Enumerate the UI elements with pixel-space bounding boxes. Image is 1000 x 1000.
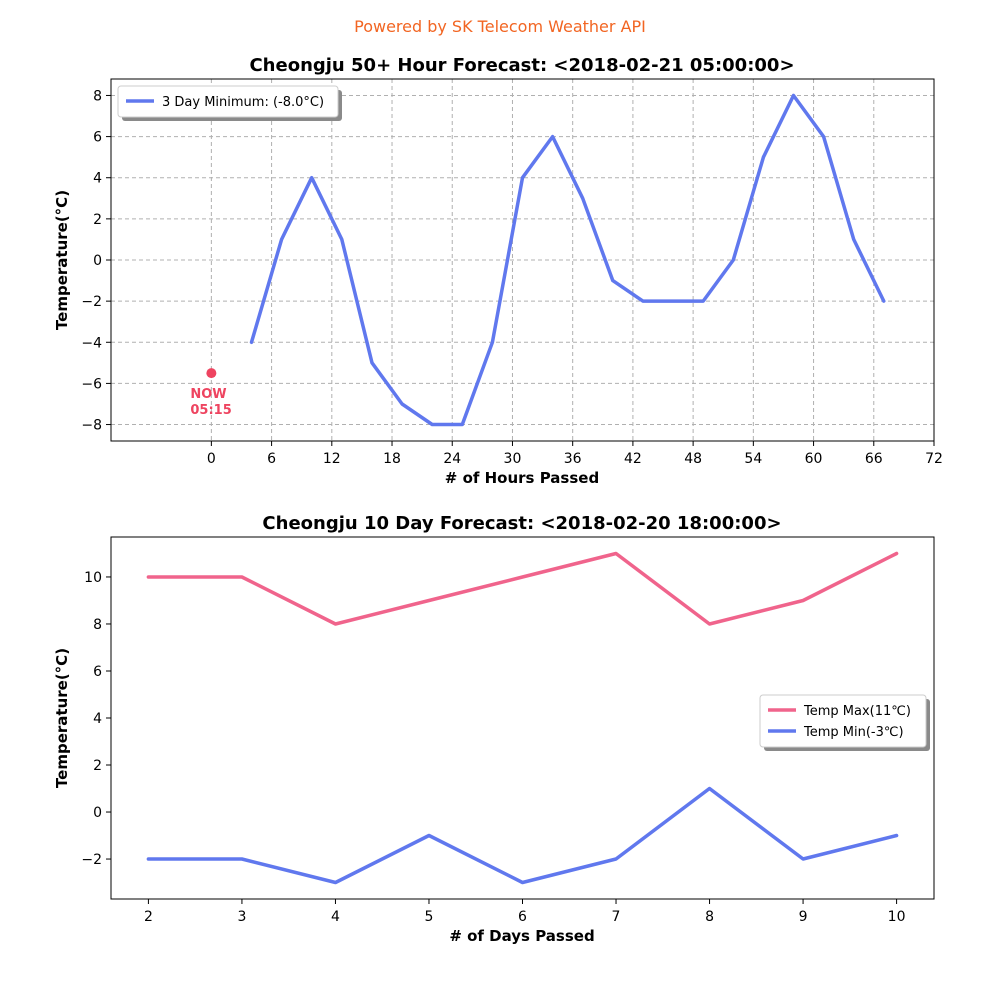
hourly-x-tick-label: 66 <box>865 451 883 467</box>
daily-y-tick-label: 4 <box>93 711 102 727</box>
daily-legend-label-0: Temp Max(11℃) <box>803 704 911 719</box>
daily-x-tick-label: 3 <box>237 909 246 925</box>
daily-x-tick-label: 5 <box>425 909 434 925</box>
hourly-legend-box <box>117 85 339 118</box>
hourly-y-tick-label: 8 <box>93 88 102 104</box>
hourly-x-tick-label: 48 <box>684 451 702 467</box>
daily-x-tick-label: 10 <box>888 909 906 925</box>
hourly-x-axis-label: # of Hours Passed <box>445 469 599 487</box>
hourly-y-tick-label: 2 <box>93 212 102 228</box>
hourly-series-line-0 <box>249 93 886 427</box>
daily-series-line-0 <box>146 551 899 626</box>
hourly-y-tick-label: −2 <box>81 294 102 310</box>
daily-x-tick-label: 9 <box>799 909 808 925</box>
daily-forecast-chart: Cheongju 10 Day Forecast: <2018-02-20 18… <box>53 513 935 945</box>
daily-y-axis-label: Temperature(°C) <box>53 648 71 788</box>
daily-y-tick-label: −2 <box>81 852 102 868</box>
daily-legend-box <box>759 694 927 748</box>
hourly-y-tick-label: −4 <box>81 335 102 351</box>
credit-text: Powered by SK Telecom Weather API <box>354 17 646 36</box>
hourly-y-axis-label: Temperature(°C) <box>53 190 71 330</box>
now-marker <box>206 368 217 379</box>
daily-series-line-1 <box>146 786 899 885</box>
now-time-label: 05:15 <box>190 403 231 418</box>
daily-x-tick-label: 4 <box>331 909 340 925</box>
hourly-y-tick-label: 6 <box>93 130 102 146</box>
daily-x-tick-label: 8 <box>705 909 714 925</box>
daily-chart-title: Cheongju 10 Day Forecast: <2018-02-20 18… <box>262 513 781 534</box>
daily-y-tick-label: 10 <box>84 570 102 586</box>
hourly-x-tick-label: 60 <box>805 451 823 467</box>
daily-y-tick-label: 0 <box>93 805 102 821</box>
hourly-x-tick-label: 54 <box>744 451 762 467</box>
hourly-x-tick-label: 24 <box>443 451 461 467</box>
hourly-x-tick-label: 72 <box>925 451 943 467</box>
daily-x-axis-label: # of Days Passed <box>449 927 594 945</box>
daily-y-tick-label: 8 <box>93 617 102 633</box>
now-label: NOW <box>190 387 226 402</box>
hourly-y-tick-label: 0 <box>93 253 102 269</box>
daily-y-tick-label: 2 <box>93 758 102 774</box>
hourly-legend: 3 Day Minimum: (-8.0°C) <box>117 85 342 121</box>
hourly-x-tick-label: 30 <box>504 451 522 467</box>
daily-legend-label-1: Temp Min(-3℃) <box>803 725 904 740</box>
hourly-x-tick-label: 42 <box>624 451 642 467</box>
daily-x-tick-label: 6 <box>518 909 527 925</box>
hourly-plot-frame <box>110 78 935 442</box>
daily-x-tick-label: 2 <box>144 909 153 925</box>
daily-legend: Temp Max(11℃) Temp Min(-3℃) <box>759 694 930 751</box>
hourly-y-tick-label: −6 <box>81 376 102 392</box>
hourly-y-tick-label: 4 <box>93 171 102 187</box>
hourly-chart-title: Cheongju 50+ Hour Forecast: <2018-02-21 … <box>249 55 794 76</box>
daily-plot-frame <box>110 536 935 900</box>
hourly-x-tick-label: 12 <box>323 451 341 467</box>
hourly-x-tick-label: 6 <box>267 451 276 467</box>
hourly-x-tick-label: 18 <box>383 451 401 467</box>
daily-x-tick-label: 7 <box>612 909 621 925</box>
hourly-forecast-chart: Cheongju 50+ Hour Forecast: <2018-02-21 … <box>53 55 943 487</box>
hourly-legend-label-0: 3 Day Minimum: (-8.0°C) <box>162 95 324 110</box>
hourly-y-tick-label: −8 <box>81 418 102 434</box>
daily-y-tick-label: 6 <box>93 664 102 680</box>
hourly-x-tick-label: 0 <box>207 451 216 467</box>
hourly-x-tick-label: 36 <box>564 451 582 467</box>
